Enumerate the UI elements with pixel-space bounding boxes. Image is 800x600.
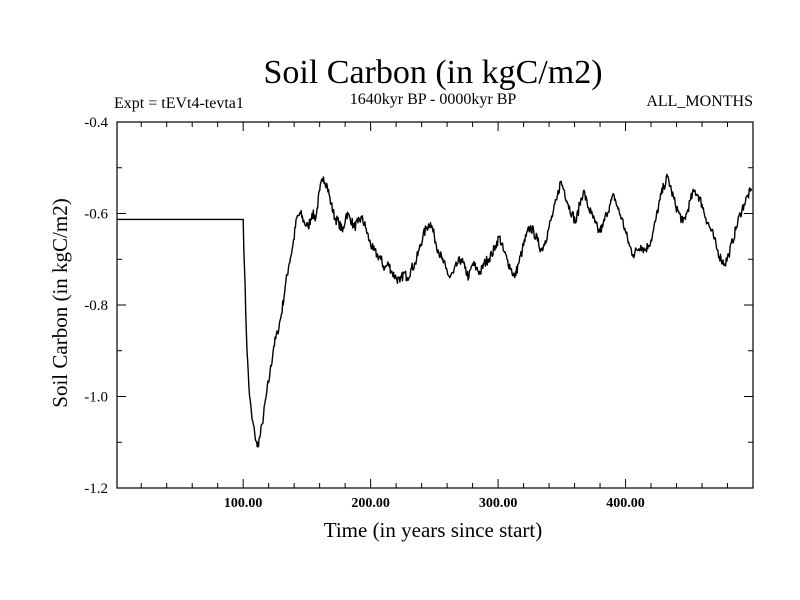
y-tick-label: -0.8 xyxy=(84,298,108,314)
y-tick-label: -1.2 xyxy=(84,481,108,497)
y-tick-label: -1.0 xyxy=(84,390,108,406)
x-axis-label: Time (in years since start) xyxy=(324,518,543,542)
months-label: ALL_MONTHS xyxy=(646,93,753,110)
plot-frame xyxy=(116,121,754,489)
plot-area: -0.4 -0.6 -0.8 -1.0 -1.2 100.00 200.00 300.00 40… xyxy=(84,115,754,511)
y-axis-label: Soil Carbon (in kgC/m2) xyxy=(48,198,72,407)
chart-title: Soil Carbon (in kgC/m2) xyxy=(263,54,602,91)
y-tick-label: -0.4 xyxy=(84,115,108,131)
x-tick-label: 400.00 xyxy=(606,496,645,511)
y-tick-label: -0.6 xyxy=(84,207,108,223)
x-tick-label: 200.00 xyxy=(351,496,390,511)
series-line-soil-carbon xyxy=(117,173,753,448)
x-tick-label: 300.00 xyxy=(479,496,518,511)
x-tick-label: 100.00 xyxy=(224,496,263,511)
period-label: 1640kyr BP - 0000kyr BP xyxy=(350,91,517,108)
experiment-label: Expt = tEVt4-tevta1 xyxy=(114,95,244,112)
